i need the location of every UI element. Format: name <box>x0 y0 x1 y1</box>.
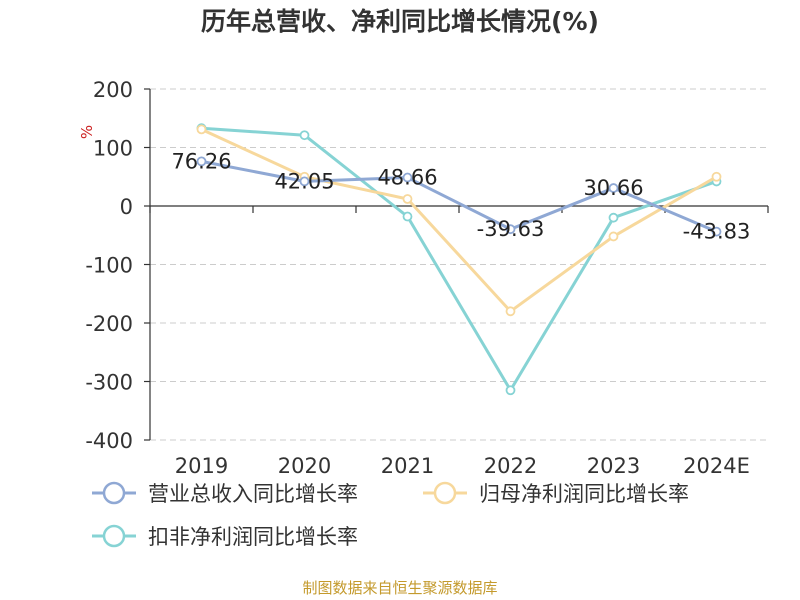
x-tick-label: 2022 <box>484 454 537 478</box>
data-label: 42.05 <box>274 169 334 193</box>
data-point <box>402 211 413 222</box>
data-point <box>196 156 207 167</box>
data-point <box>299 130 310 141</box>
legend-marker <box>433 481 457 505</box>
legend-marker <box>102 481 126 505</box>
data-point <box>711 226 722 237</box>
series-1 <box>196 156 722 237</box>
data-point <box>196 124 207 135</box>
data-labels: 76.26 42.05 48.66 -39.63 30.66 -43.83 <box>171 149 750 243</box>
series-line <box>201 159 718 234</box>
data-label: -43.83 <box>683 220 751 244</box>
data-point <box>608 231 619 242</box>
data-point <box>608 183 619 193</box>
x-tick-label: 2021 <box>381 454 434 478</box>
series-2 <box>196 124 722 317</box>
legend-label: 扣非净利润同比增长率 <box>148 525 358 549</box>
data-point <box>402 172 413 183</box>
y-tick-label: 0 <box>120 195 133 219</box>
data-point <box>505 224 516 235</box>
grid-lines <box>150 88 768 441</box>
legend-label: 归母净利润同比增长率 <box>479 482 689 506</box>
series-line <box>201 126 717 392</box>
legend-label: 营业总收入同比增长率 <box>148 482 358 506</box>
data-label: -39.63 <box>477 217 545 241</box>
y-tick-label: -400 <box>85 429 133 453</box>
y-tick-label: 100 <box>93 137 133 161</box>
legend-marker <box>102 524 126 548</box>
y-axis-label: % <box>78 125 96 139</box>
chart-title: 历年总营收、净利同比增长情况(%) <box>201 7 599 36</box>
series-group <box>196 123 722 396</box>
x-tick-label: 2019 <box>175 454 228 478</box>
x-tick-label: 2020 <box>278 454 331 478</box>
legend-item-3[interactable]: 扣非净利润同比增长率 <box>92 524 358 549</box>
series-line <box>200 128 718 313</box>
axes: 200 100 0 -100 -200 -300 -400% 2019 2020 2021 2022… <box>78 78 769 478</box>
data-label: 76.26 <box>171 149 231 173</box>
source-note: 制图数据来自恒生聚源数据库 <box>302 579 498 597</box>
data-point <box>505 385 516 396</box>
data-point <box>608 212 619 223</box>
y-tick-label: -100 <box>85 254 133 278</box>
data-point <box>711 171 722 182</box>
data-point <box>505 306 516 317</box>
legend-item-2[interactable]: 归母净利润同比增长率 <box>423 481 689 506</box>
data-point <box>299 176 310 187</box>
data-point <box>402 194 413 204</box>
y-tick-label: 200 <box>93 78 133 102</box>
data-label: 30.66 <box>583 176 643 200</box>
y-tick-label: -200 <box>85 312 133 336</box>
x-tick-label: 2024E <box>683 454 750 478</box>
y-tick-label: -300 <box>85 371 133 395</box>
legend-item-1[interactable]: 营业总收入同比增长率 <box>92 481 358 506</box>
data-label: 48.66 <box>377 166 437 190</box>
x-tick-label: 2023 <box>587 454 640 478</box>
